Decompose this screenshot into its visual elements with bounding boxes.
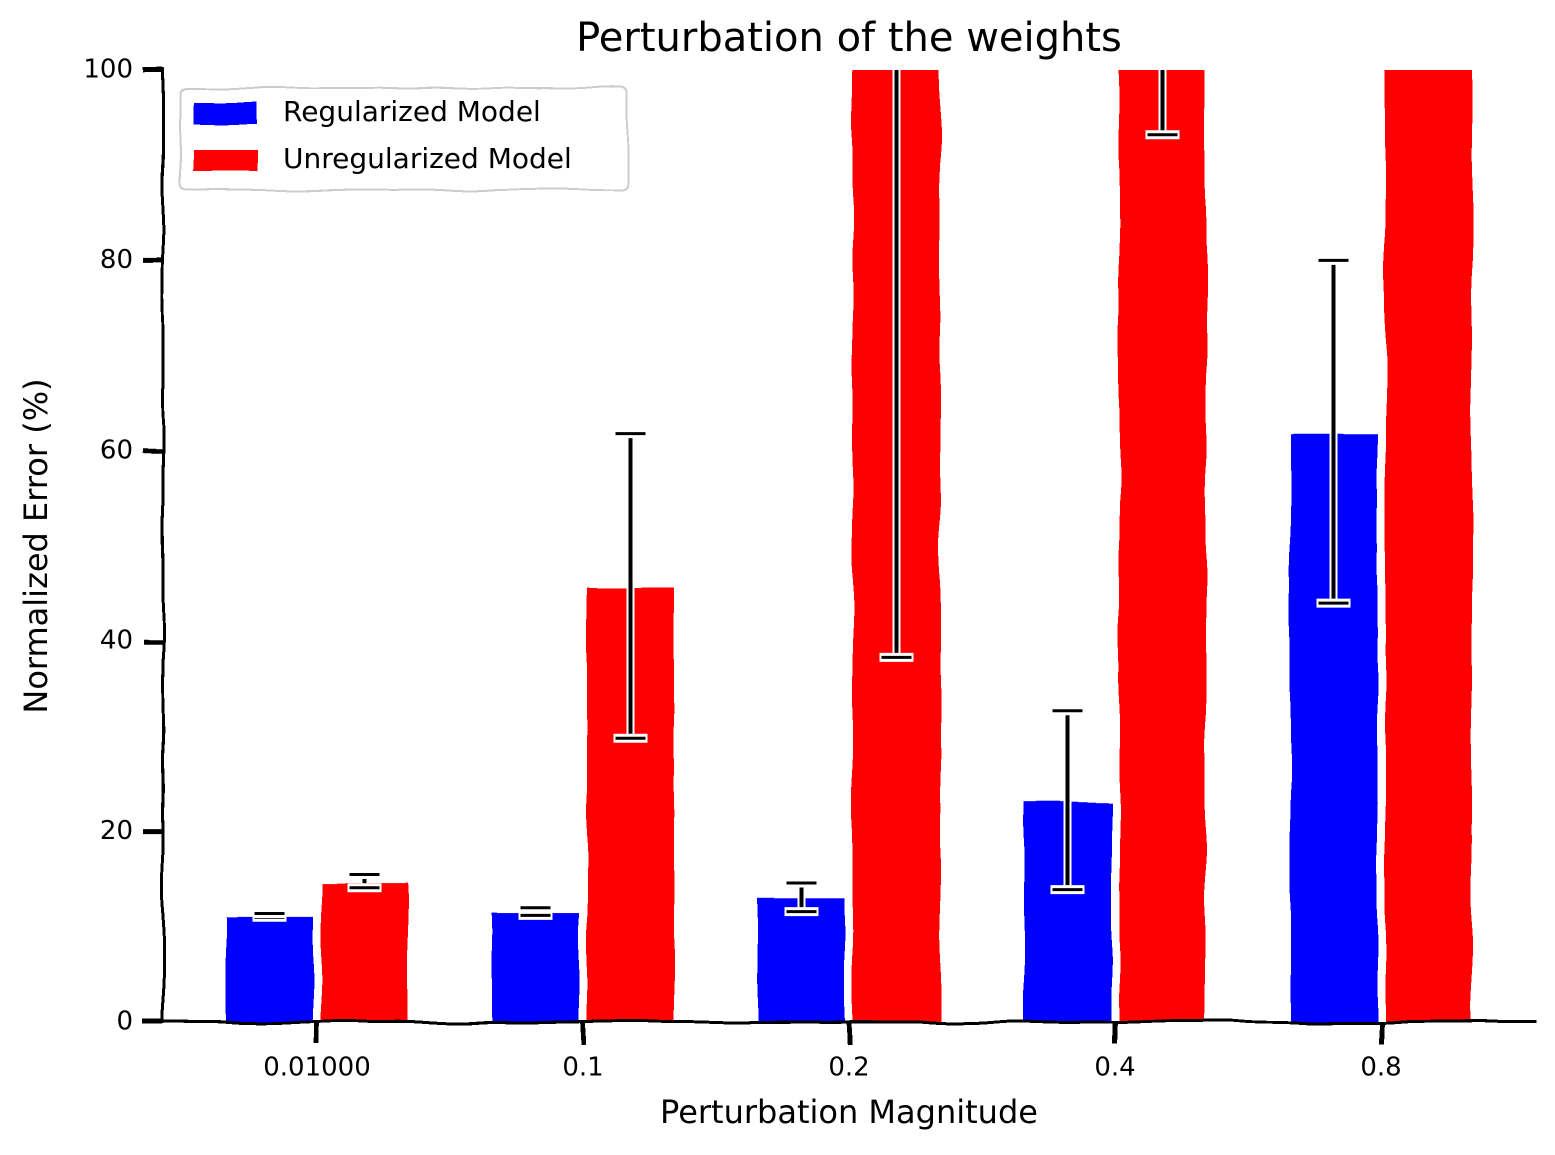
error-bar [1145,70,1180,140]
y-tick-label: 20 [100,816,133,846]
y-tick-label: 100 [83,55,133,85]
legend-label: Unregularized Model [283,142,572,175]
error-bar [252,908,287,922]
y-tick-label: 0 [116,1007,133,1037]
x-axis-label: Perturbation Magnitude [660,1093,1038,1131]
bar [1116,70,1209,1024]
chart-title: Perturbation of the weights [576,15,1122,61]
legend-label: Regularized Model [283,95,541,128]
x-tick-label: 0.8 [1360,1053,1401,1083]
bar-group [850,70,943,1024]
bar-group [1116,70,1209,1024]
bar-group [489,903,582,1024]
bar [489,910,582,1024]
bar [318,879,411,1024]
plot-area [223,70,1475,1024]
legend-swatch [193,149,257,171]
y-tick-label: 60 [100,435,133,465]
error-bar [518,903,553,920]
legend-swatch [193,102,257,124]
bar-group [223,908,316,1024]
bar-group [1287,255,1380,1024]
error-bar [1316,255,1351,608]
x-tick-label: 0.2 [828,1053,869,1083]
error-bar [347,869,382,893]
y-tick-label: 40 [100,626,133,656]
bar-group [584,429,677,1024]
x-tick-label: 0.4 [1094,1053,1135,1083]
bar-group [318,869,411,1024]
x-tick-label: 0.1 [562,1053,603,1083]
bar-group [755,878,848,1024]
error-bar [613,429,648,743]
bar-group [1021,706,1114,1024]
bar [1382,70,1475,1024]
bar-group [1382,70,1475,1024]
y-tick-label: 80 [100,245,133,275]
error-bar [879,70,914,662]
x-tick-label: 0.01000 [263,1053,371,1083]
legend: Regularized Model Unregularized Model [179,87,629,191]
axes [143,67,1537,1044]
bar [223,913,316,1024]
error-bar [1050,706,1085,895]
error-bar [784,878,819,917]
legend-box [179,87,629,191]
y-axis-label: Normalized Error (%) [17,378,55,713]
